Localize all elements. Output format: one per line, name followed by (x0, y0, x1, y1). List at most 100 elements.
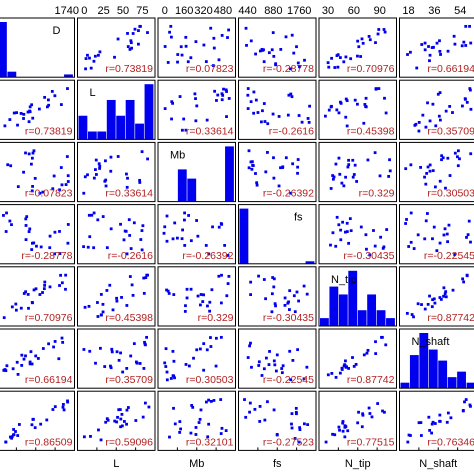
scatter-point (412, 315, 415, 319)
scatter-point (133, 27, 137, 31)
scatter-point (125, 408, 129, 412)
cell-q-u-vs-n-tip: r=0.77515 (318, 390, 397, 451)
scatter-point (438, 91, 442, 95)
scatter-point (339, 100, 342, 104)
cell-frame (157, 17, 236, 78)
scatter-point (224, 429, 228, 432)
scatter-point (296, 171, 299, 175)
scatter-point (431, 420, 435, 424)
scatter-point (262, 102, 266, 105)
scatter-point (469, 41, 473, 45)
scatter-point (445, 420, 449, 424)
scatter-point (61, 340, 65, 344)
scatter-point (469, 152, 473, 156)
scatter-point (104, 178, 108, 182)
scatter-point (444, 295, 448, 299)
scatter-point (119, 351, 122, 355)
scatter-point (48, 285, 52, 289)
scatter-point (327, 108, 331, 112)
scatter-point (430, 422, 434, 426)
scatter-point (97, 53, 100, 57)
scatter-point (262, 48, 265, 52)
scatter-point (88, 235, 92, 239)
scatter-point (205, 400, 208, 404)
correlation-label: r=0.87742 (347, 374, 395, 386)
cell-frame (238, 328, 317, 389)
scatter-point (212, 36, 216, 40)
scatter-point (220, 34, 224, 37)
scatter-point (266, 400, 269, 404)
scatter-point (367, 35, 371, 38)
scatter-point (442, 233, 446, 237)
scatter-point (111, 308, 115, 312)
scatter-point (196, 234, 200, 238)
scatter-point (295, 290, 299, 294)
scatter-point (361, 413, 365, 417)
scatter-point (289, 67, 292, 71)
scatter-point (288, 289, 292, 293)
cell-frame (77, 79, 156, 140)
scatter-point (222, 87, 225, 91)
scatter-point (349, 229, 353, 233)
scatter-point (28, 360, 32, 364)
scatter-point (419, 421, 423, 424)
scatter-point (444, 186, 447, 190)
scatter-point (214, 364, 218, 368)
scatter-point (128, 48, 132, 51)
scatter-point (94, 173, 98, 176)
scatter-point (290, 422, 293, 426)
scatter-point (431, 298, 435, 302)
top-tick-label: 1760 (287, 5, 311, 17)
scatter-point (306, 117, 310, 120)
scatter-point (353, 98, 357, 102)
scatter-point (217, 58, 221, 62)
scatter-point (435, 41, 439, 45)
diagonal-variable-label: N_shaft (412, 336, 450, 348)
cell-frame (157, 328, 236, 389)
histogram-bar (305, 261, 315, 264)
scatter-point (287, 300, 290, 304)
scatter-point (134, 419, 138, 422)
scatter-point (30, 423, 34, 427)
scatter-point (189, 239, 193, 243)
scatter-point (212, 399, 216, 402)
scatter-point (86, 245, 90, 249)
scatter-point (185, 287, 189, 291)
correlation-label: r=-0.30435 (343, 250, 394, 262)
scatter-point (405, 311, 409, 315)
scatter-point (30, 103, 34, 107)
scatter-point (31, 116, 35, 120)
scatter-point (185, 296, 189, 300)
scatter-point (370, 415, 374, 419)
scatter-point (337, 223, 341, 227)
cell-fs-vs-mb: r=-0.26392 (157, 204, 236, 265)
scatter-point (275, 353, 279, 357)
scatter-point (28, 362, 32, 366)
histogram-bar (187, 178, 197, 202)
scatter-point (5, 364, 9, 368)
correlation-label: r=0.87742 (427, 312, 474, 324)
scatter-point (12, 433, 15, 437)
histogram-bar (7, 71, 17, 78)
histogram-bar (97, 131, 107, 140)
scatter-point (374, 352, 378, 355)
scatter-point (164, 347, 168, 351)
scatter-point (456, 164, 460, 168)
scatter-point (3, 124, 7, 128)
scatter-point (407, 245, 411, 248)
scatter-point (43, 283, 47, 287)
scatter-point (368, 38, 372, 42)
scatter-point (461, 104, 464, 108)
scatter-point (52, 174, 56, 178)
scatter-point (90, 213, 94, 217)
scatter-point (348, 217, 352, 221)
scatter-point (423, 48, 427, 52)
scatter-point (22, 112, 26, 116)
scatter-point (219, 432, 223, 435)
scatter-point (52, 345, 55, 349)
scatter-point (194, 426, 198, 429)
scatter-point (466, 233, 470, 237)
cell-n-shaft-vs-n-tip: r=0.87742 (318, 328, 397, 389)
scatter-point (468, 88, 472, 92)
scatter-point (27, 230, 31, 233)
